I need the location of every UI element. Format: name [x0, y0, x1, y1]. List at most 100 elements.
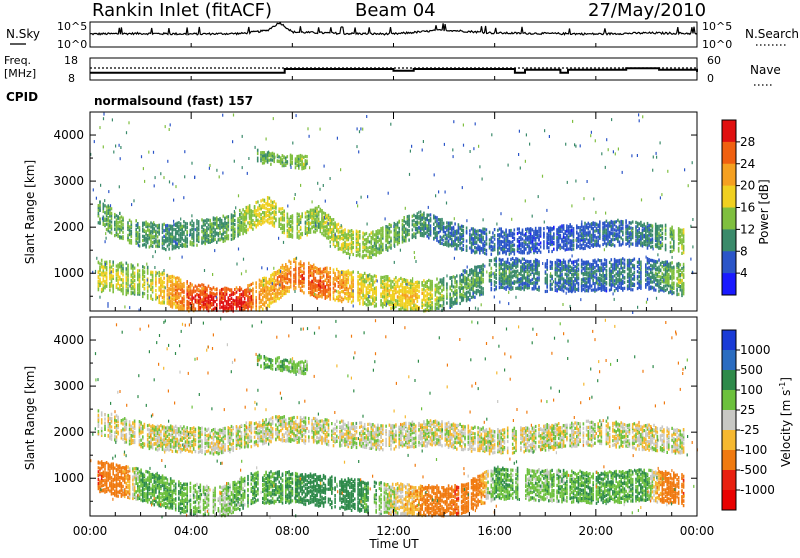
scatter-cell	[310, 222, 312, 225]
scatter-cell	[313, 209, 315, 212]
scatter-cell	[402, 233, 404, 236]
scatter-cell	[407, 286, 409, 289]
scatter-cell	[267, 281, 269, 284]
scatter-cell	[209, 239, 211, 242]
scatter-cell	[175, 244, 177, 247]
scatter-cell	[204, 302, 206, 305]
scatter-cell	[421, 281, 423, 284]
scatter-cell	[352, 241, 354, 244]
scatter-cell	[551, 288, 553, 291]
scatter-cell	[622, 274, 624, 277]
scatter-cell	[180, 279, 182, 282]
scatter-cell	[191, 224, 193, 227]
scatter-cell	[463, 286, 465, 289]
scatter-cell	[178, 303, 180, 306]
scatter-cell	[300, 287, 302, 290]
scatter-cell	[228, 218, 230, 221]
scatter-cell	[132, 280, 134, 283]
scatter-cell	[308, 280, 310, 283]
scatter-cell	[619, 271, 621, 274]
scatter-cell	[372, 288, 374, 291]
nsky-trace	[90, 23, 697, 35]
scatter-cell	[336, 229, 338, 232]
scatter-cell	[346, 284, 348, 287]
scatter-cell	[117, 263, 119, 266]
scatter-cell	[456, 280, 458, 283]
scatter-cell	[111, 231, 113, 234]
scatter-cell	[290, 271, 292, 274]
scatter-cell	[338, 223, 340, 226]
scatter-cell	[417, 221, 419, 224]
scatter-cell	[242, 229, 244, 232]
scatter-cell	[198, 228, 200, 231]
scatter-cell	[186, 292, 188, 295]
scatter-cell	[449, 286, 451, 289]
scatter-cell	[101, 265, 103, 268]
scatter-cell	[366, 280, 368, 283]
scatter-cell	[121, 284, 123, 287]
scatter-cell	[405, 228, 407, 231]
scatter-cell	[154, 235, 156, 238]
scatter-cell	[632, 282, 634, 285]
scatter-cell	[372, 230, 374, 233]
scatter-cell	[239, 219, 241, 222]
scatter-cell	[374, 248, 376, 251]
scatter-cell	[103, 269, 105, 272]
scatter-cell	[183, 289, 185, 292]
scatter-cell	[640, 284, 642, 287]
scatter-cell	[658, 279, 660, 282]
scatter-cell	[517, 261, 519, 264]
scatter-cell	[589, 267, 591, 270]
scatter-cell	[155, 224, 157, 227]
scatter-cell	[287, 213, 289, 216]
scatter-cell	[390, 280, 392, 283]
scatter-cell	[527, 272, 529, 275]
scatter-cell	[622, 267, 624, 270]
scatter-cell	[173, 228, 175, 231]
scatter-cell	[606, 287, 608, 290]
scatter-cell	[494, 272, 496, 275]
scatter-cell	[201, 241, 203, 244]
scatter-cell	[274, 221, 276, 224]
scatter-cell	[504, 287, 506, 290]
scatter-cell	[103, 223, 105, 226]
scatter-cell	[395, 285, 397, 288]
scatter-cell	[267, 208, 269, 211]
scatter-cell	[196, 286, 198, 289]
scatter-cell	[489, 272, 491, 275]
scatter-cell	[117, 268, 119, 271]
scatter-cell	[119, 220, 121, 223]
scatter-cell	[196, 233, 198, 236]
scatter-cell	[218, 232, 220, 235]
scatter-cell	[658, 259, 660, 262]
scatter-cell	[385, 293, 387, 296]
scatter-cell	[196, 299, 198, 302]
scatter-cell	[333, 287, 335, 290]
scatter-cell	[290, 284, 292, 287]
scatter-cell	[402, 240, 404, 243]
scatter-cell	[333, 234, 335, 237]
scatter-cell	[394, 292, 396, 295]
scatter-cell	[546, 290, 548, 293]
scatter-cell	[680, 285, 682, 288]
scatter-cell	[375, 286, 377, 289]
scatter-cell	[209, 299, 211, 302]
scatter-cell	[545, 262, 547, 265]
scatter-cell	[223, 288, 225, 291]
scatter-cell	[178, 225, 180, 228]
scatter-cell	[109, 219, 111, 222]
scatter-cell	[338, 241, 340, 244]
scatter-cell	[576, 274, 578, 277]
scatter-cell	[158, 271, 160, 274]
scatter-cell	[283, 285, 285, 288]
scatter-cell	[380, 303, 382, 306]
scatter-cell	[282, 279, 284, 282]
scatter-cell	[183, 243, 185, 246]
scatter-cell	[349, 230, 351, 233]
scatter-cell	[121, 278, 123, 281]
scatter-cell	[316, 294, 318, 297]
scatter-cell	[172, 225, 174, 228]
scatter-cell	[231, 297, 233, 300]
scatter-cell	[119, 284, 121, 287]
scatter-cell	[285, 281, 287, 284]
